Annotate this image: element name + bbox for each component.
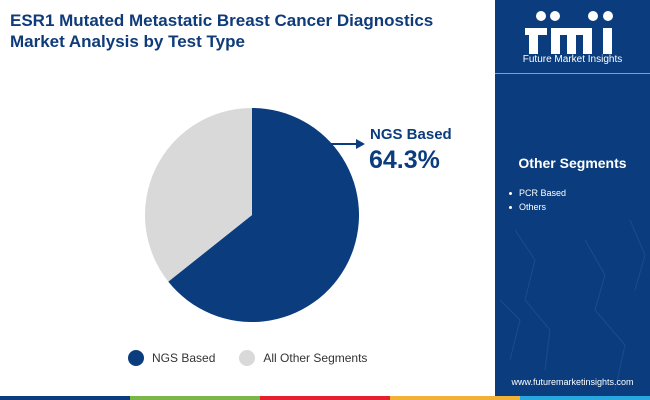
other-segments-title: Other Segments	[518, 155, 627, 171]
chart-title-line1: ESR1 Mutated Metastatic Breast Cancer Di…	[10, 11, 434, 30]
segment-item: PCR Based	[509, 186, 566, 200]
panel-texture	[499, 219, 646, 391]
callout-arrow	[356, 139, 365, 149]
panel-divider	[495, 73, 650, 74]
pie-chart: NGS Based 64.3%	[144, 108, 452, 322]
bottom-bar-segment	[260, 396, 390, 400]
legend-item-other: All Other Segments	[239, 350, 367, 366]
chart-title-line2: Market Analysis by Test Type	[10, 32, 245, 51]
segment-item: Others	[509, 200, 566, 214]
legend: NGS Based All Other Segments	[128, 348, 391, 368]
pie-slice-ngs-based	[168, 108, 359, 322]
callout: NGS Based 64.3%	[330, 126, 452, 174]
legend-label-other: All Other Segments	[263, 351, 368, 365]
website-url: www.futuremarketinsights.com	[511, 377, 634, 387]
bottom-bar-segment	[520, 396, 650, 400]
bottom-bar-segment	[0, 396, 130, 400]
legend-label-ngs: NGS Based	[152, 351, 216, 365]
bullet-icon	[509, 205, 512, 209]
legend-swatch-other	[239, 350, 256, 366]
bottom-bar-segment	[130, 396, 260, 400]
bottom-bar-segment	[390, 396, 520, 400]
bottom-color-bar	[0, 396, 650, 400]
other-segments-list: PCR Based Others	[509, 186, 566, 214]
callout-value: 64.3%	[369, 146, 440, 174]
chart-title: ESR1 Mutated Metastatic Breast Cancer Di…	[10, 10, 490, 52]
callout-label: NGS Based	[370, 126, 452, 143]
pie-slices	[144, 108, 359, 322]
logo-text: Future Market Insights	[522, 54, 623, 65]
legend-item-ngs: NGS Based	[128, 350, 215, 366]
side-panel: Future Market Insights Other Segments PC…	[495, 0, 650, 400]
bullet-icon	[509, 191, 512, 195]
pie-slice-all-other-segments	[144, 108, 252, 282]
legend-swatch-ngs	[128, 350, 144, 366]
fmi-logo	[525, 11, 613, 54]
